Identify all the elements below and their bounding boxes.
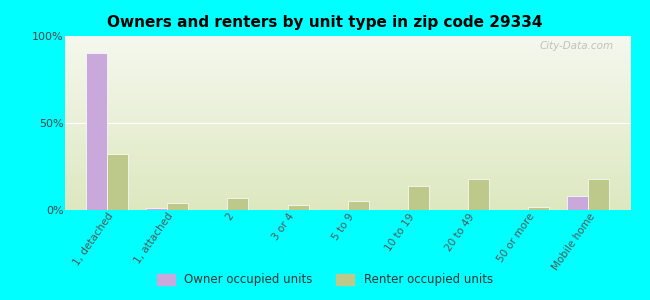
Bar <box>227 198 248 210</box>
Text: City-Data.com: City-Data.com <box>540 41 614 51</box>
Bar <box>167 203 188 210</box>
Bar <box>287 205 309 210</box>
Bar <box>588 179 610 210</box>
Bar <box>348 201 369 210</box>
Bar <box>146 208 167 210</box>
Legend: Owner occupied units, Renter occupied units: Owner occupied units, Renter occupied un… <box>153 269 497 291</box>
Bar <box>468 179 489 210</box>
Bar <box>107 154 128 210</box>
Text: Owners and renters by unit type in zip code 29334: Owners and renters by unit type in zip c… <box>107 15 543 30</box>
Bar <box>86 53 107 210</box>
Bar <box>528 206 549 210</box>
Bar <box>408 186 429 210</box>
Bar <box>567 196 588 210</box>
